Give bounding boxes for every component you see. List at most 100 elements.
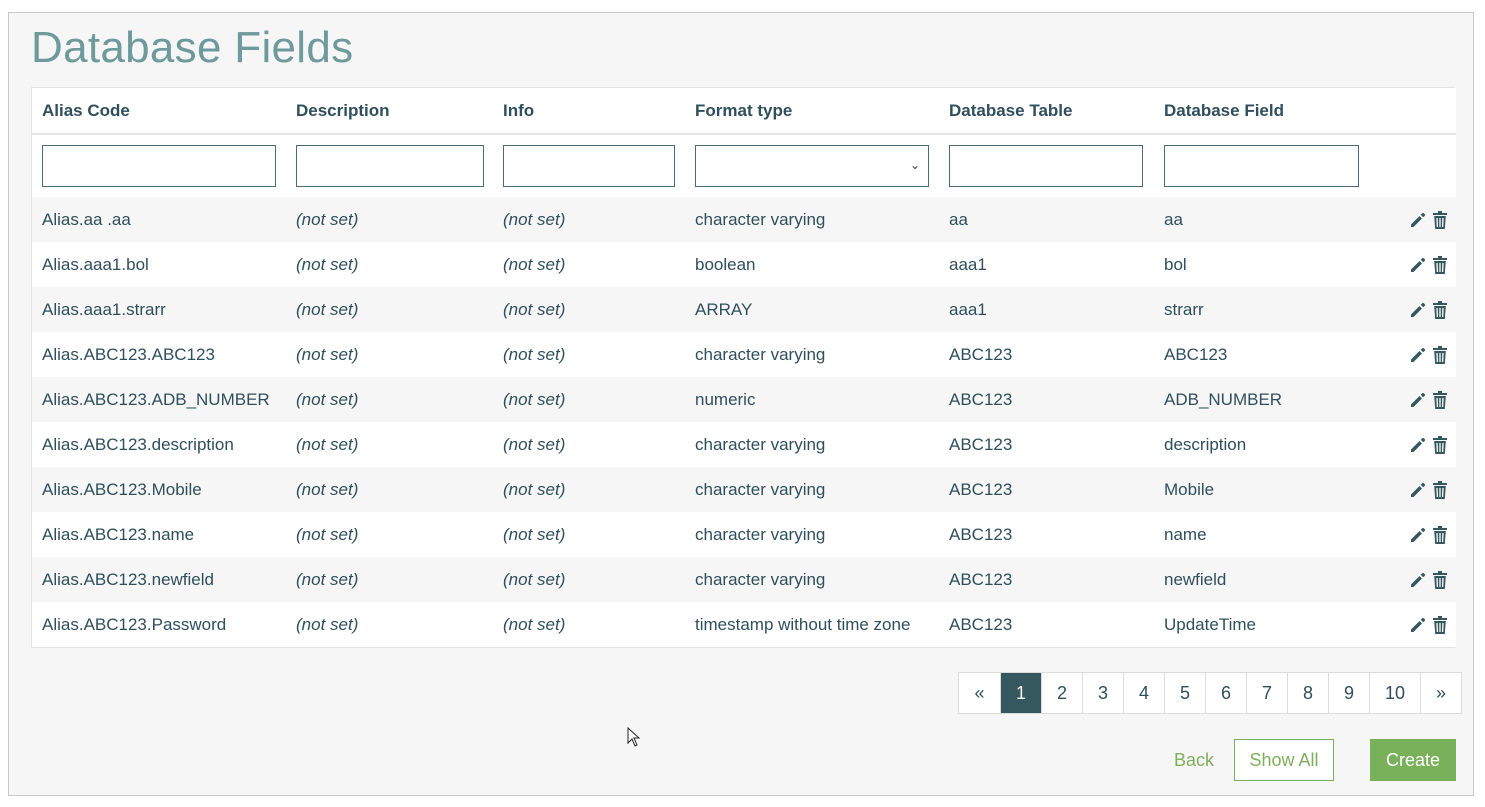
database-field-cell: aa xyxy=(1154,197,1373,242)
database-field-cell: description xyxy=(1154,422,1373,467)
format-type-cell: character varying xyxy=(685,512,939,557)
column-header-alias-code[interactable]: Alias Code xyxy=(32,88,286,135)
table-row: Alias.aaa1.bol (not set) (not set) boolean a… xyxy=(32,242,1456,287)
back-button[interactable]: Back xyxy=(1173,749,1215,770)
trash-icon[interactable] xyxy=(1432,210,1448,230)
row-actions xyxy=(1373,422,1456,467)
page-1-link[interactable]: 1 xyxy=(1000,673,1041,713)
description-cell: (not set) xyxy=(286,602,493,647)
pencil-icon[interactable] xyxy=(1409,481,1427,499)
table-row: Alias.ABC123.ADB_NUMBER (not set) (not set… xyxy=(32,377,1456,422)
row-actions xyxy=(1373,332,1456,377)
column-header-format-type[interactable]: Format type xyxy=(685,88,939,135)
alias-code-cell: Alias.ABC123.Password xyxy=(32,602,286,647)
info-cell: (not set) xyxy=(493,242,685,287)
info-filter-input[interactable] xyxy=(503,145,675,187)
database-field-cell: name xyxy=(1154,512,1373,557)
trash-icon[interactable] xyxy=(1432,480,1448,500)
table-row: Alias.ABC123.ABC123 (not set) (not set) cha… xyxy=(32,332,1456,377)
page-6-link[interactable]: 6 xyxy=(1205,673,1246,713)
alias-code-filter-input[interactable] xyxy=(42,145,276,187)
pagination-next[interactable]: » xyxy=(1420,673,1461,713)
fields-table: Alias Code Description Info Format type … xyxy=(32,88,1456,647)
description-cell: (not set) xyxy=(286,242,493,287)
pagination: « 1 2 3 4 5 6 7 8 9 10 » xyxy=(958,672,1462,714)
database-field-cell: ADB_NUMBER xyxy=(1154,377,1373,422)
page-9-link[interactable]: 9 xyxy=(1328,673,1369,713)
row-actions xyxy=(1373,512,1456,557)
column-header-description[interactable]: Description xyxy=(286,88,493,135)
database-field-filter-input[interactable] xyxy=(1164,145,1359,187)
column-header-actions xyxy=(1373,88,1456,135)
description-cell: (not set) xyxy=(286,197,493,242)
alias-code-cell: Alias.ABC123.ABC123 xyxy=(32,332,286,377)
format-type-cell: timestamp without time zone xyxy=(685,602,939,647)
table-row: Alias.ABC123.Password (not set) (not set) t… xyxy=(32,602,1456,647)
database-field-cell: UpdateTime xyxy=(1154,602,1373,647)
trash-icon[interactable] xyxy=(1432,570,1448,590)
description-cell: (not set) xyxy=(286,467,493,512)
pencil-icon[interactable] xyxy=(1409,526,1427,544)
database-fields-grid: Alias Code Description Info Format type … xyxy=(31,87,1456,648)
pencil-icon[interactable] xyxy=(1409,391,1427,409)
table-row: Alias.aaa1.strarr (not set) (not set) ARRAY… xyxy=(32,287,1456,332)
show-all-button[interactable]: Show All xyxy=(1234,739,1334,781)
column-header-info[interactable]: Info xyxy=(493,88,685,135)
info-cell: (not set) xyxy=(493,467,685,512)
database-table-cell: ABC123 xyxy=(939,467,1154,512)
format-type-cell: character varying xyxy=(685,197,939,242)
format-type-cell: numeric xyxy=(685,377,939,422)
info-cell: (not set) xyxy=(493,557,685,602)
trash-icon[interactable] xyxy=(1432,300,1448,320)
page-10-link[interactable]: 10 xyxy=(1369,673,1420,713)
database-table-filter-input[interactable] xyxy=(949,145,1143,187)
format-type-cell: character varying xyxy=(685,557,939,602)
pencil-icon[interactable] xyxy=(1409,616,1427,634)
info-cell: (not set) xyxy=(493,377,685,422)
format-type-filter-select[interactable]: ⌄ xyxy=(695,145,929,187)
description-cell: (not set) xyxy=(286,512,493,557)
alias-code-cell: Alias.ABC123.Mobile xyxy=(32,467,286,512)
row-actions xyxy=(1373,287,1456,332)
trash-icon[interactable] xyxy=(1432,390,1448,410)
table-row: Alias.aa .aa (not set) (not set) character … xyxy=(32,197,1456,242)
page-2-link[interactable]: 2 xyxy=(1041,673,1082,713)
database-table-cell: ABC123 xyxy=(939,557,1154,602)
row-actions xyxy=(1373,377,1456,422)
column-header-database-table[interactable]: Database Table xyxy=(939,88,1154,135)
page-4-link[interactable]: 4 xyxy=(1123,673,1164,713)
trash-icon[interactable] xyxy=(1432,435,1448,455)
format-type-cell: character varying xyxy=(685,467,939,512)
page-7-link[interactable]: 7 xyxy=(1246,673,1287,713)
table-row: Alias.ABC123.description (not set) (not se… xyxy=(32,422,1456,467)
table-row: Alias.ABC123.newfield (not set) (not set) c… xyxy=(32,557,1456,602)
trash-icon[interactable] xyxy=(1432,255,1448,275)
row-actions xyxy=(1373,242,1456,287)
alias-code-cell: Alias.ABC123.name xyxy=(32,512,286,557)
page-5-link[interactable]: 5 xyxy=(1164,673,1205,713)
info-cell: (not set) xyxy=(493,287,685,332)
trash-icon[interactable] xyxy=(1432,615,1448,635)
database-table-cell: aaa1 xyxy=(939,287,1154,332)
pencil-icon[interactable] xyxy=(1409,346,1427,364)
trash-icon[interactable] xyxy=(1432,525,1448,545)
trash-icon[interactable] xyxy=(1432,345,1448,365)
column-header-database-field[interactable]: Database Field xyxy=(1154,88,1373,135)
row-actions xyxy=(1373,197,1456,242)
alias-code-cell: Alias.aa .aa xyxy=(32,197,286,242)
pagination-prev[interactable]: « xyxy=(959,673,1000,713)
pencil-icon[interactable] xyxy=(1409,211,1427,229)
page-8-link[interactable]: 8 xyxy=(1287,673,1328,713)
pencil-icon[interactable] xyxy=(1409,256,1427,274)
description-cell: (not set) xyxy=(286,557,493,602)
create-button[interactable]: Create xyxy=(1370,739,1456,781)
page-3-link[interactable]: 3 xyxy=(1082,673,1123,713)
description-filter-input[interactable] xyxy=(296,145,484,187)
format-type-cell: character varying xyxy=(685,422,939,467)
database-table-cell: ABC123 xyxy=(939,512,1154,557)
pencil-icon[interactable] xyxy=(1409,571,1427,589)
pencil-icon[interactable] xyxy=(1409,436,1427,454)
info-cell: (not set) xyxy=(493,332,685,377)
pencil-icon[interactable] xyxy=(1409,301,1427,319)
format-type-cell: boolean xyxy=(685,242,939,287)
